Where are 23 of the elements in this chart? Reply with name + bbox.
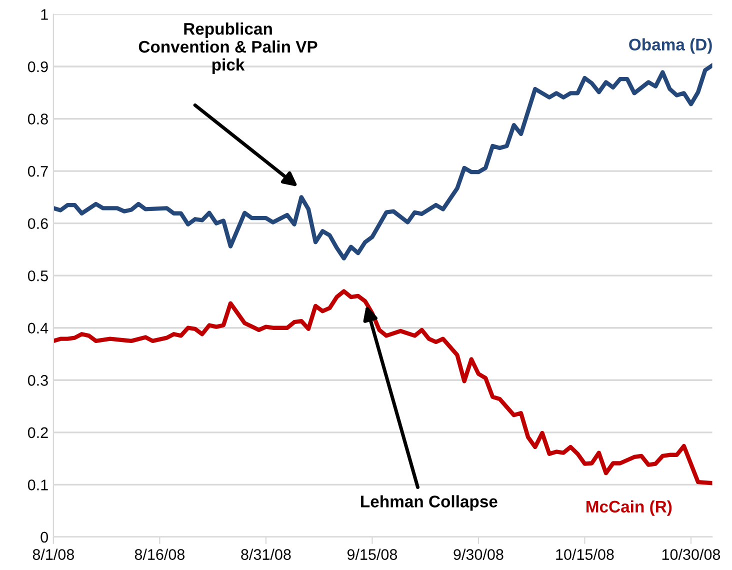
y-tick-label: 0.8 bbox=[28, 114, 48, 124]
x-tick-label: 8/1/08 bbox=[32, 548, 74, 560]
annotation: Republican Convention & Palin VP pick bbox=[138, 22, 318, 74]
y-tick-label: 0.7 bbox=[28, 166, 48, 177]
x-tick-label: 8/31/08 bbox=[241, 548, 291, 560]
y-tick-label: 0.3 bbox=[28, 375, 48, 386]
y-tick-label: 0.1 bbox=[28, 480, 48, 490]
annotation: Lehman Collapse bbox=[361, 495, 498, 511]
y-tick-label: 0.5 bbox=[28, 270, 48, 282]
y-tick-label: 0 bbox=[40, 532, 48, 543]
y-tick-label: 1 bbox=[41, 9, 48, 20]
series-label: Obama (D) bbox=[629, 38, 712, 54]
line-series bbox=[53, 289, 712, 486]
x-tick-label: 10/15/08 bbox=[556, 548, 614, 560]
series-label: McCain (R) bbox=[586, 500, 672, 516]
x-tick-label: 8/16/08 bbox=[134, 548, 185, 560]
y-tick-label: 0.6 bbox=[28, 218, 48, 230]
y-tick-label: 0.4 bbox=[28, 322, 48, 334]
y-tick-label: 0.2 bbox=[28, 427, 48, 438]
x-tick-label: 9/30/08 bbox=[454, 548, 504, 560]
x-tick-label: 10/30/08 bbox=[662, 548, 720, 560]
y-tick-label: 0.9 bbox=[28, 61, 48, 72]
x-tick-label: 9/15/08 bbox=[347, 548, 398, 560]
